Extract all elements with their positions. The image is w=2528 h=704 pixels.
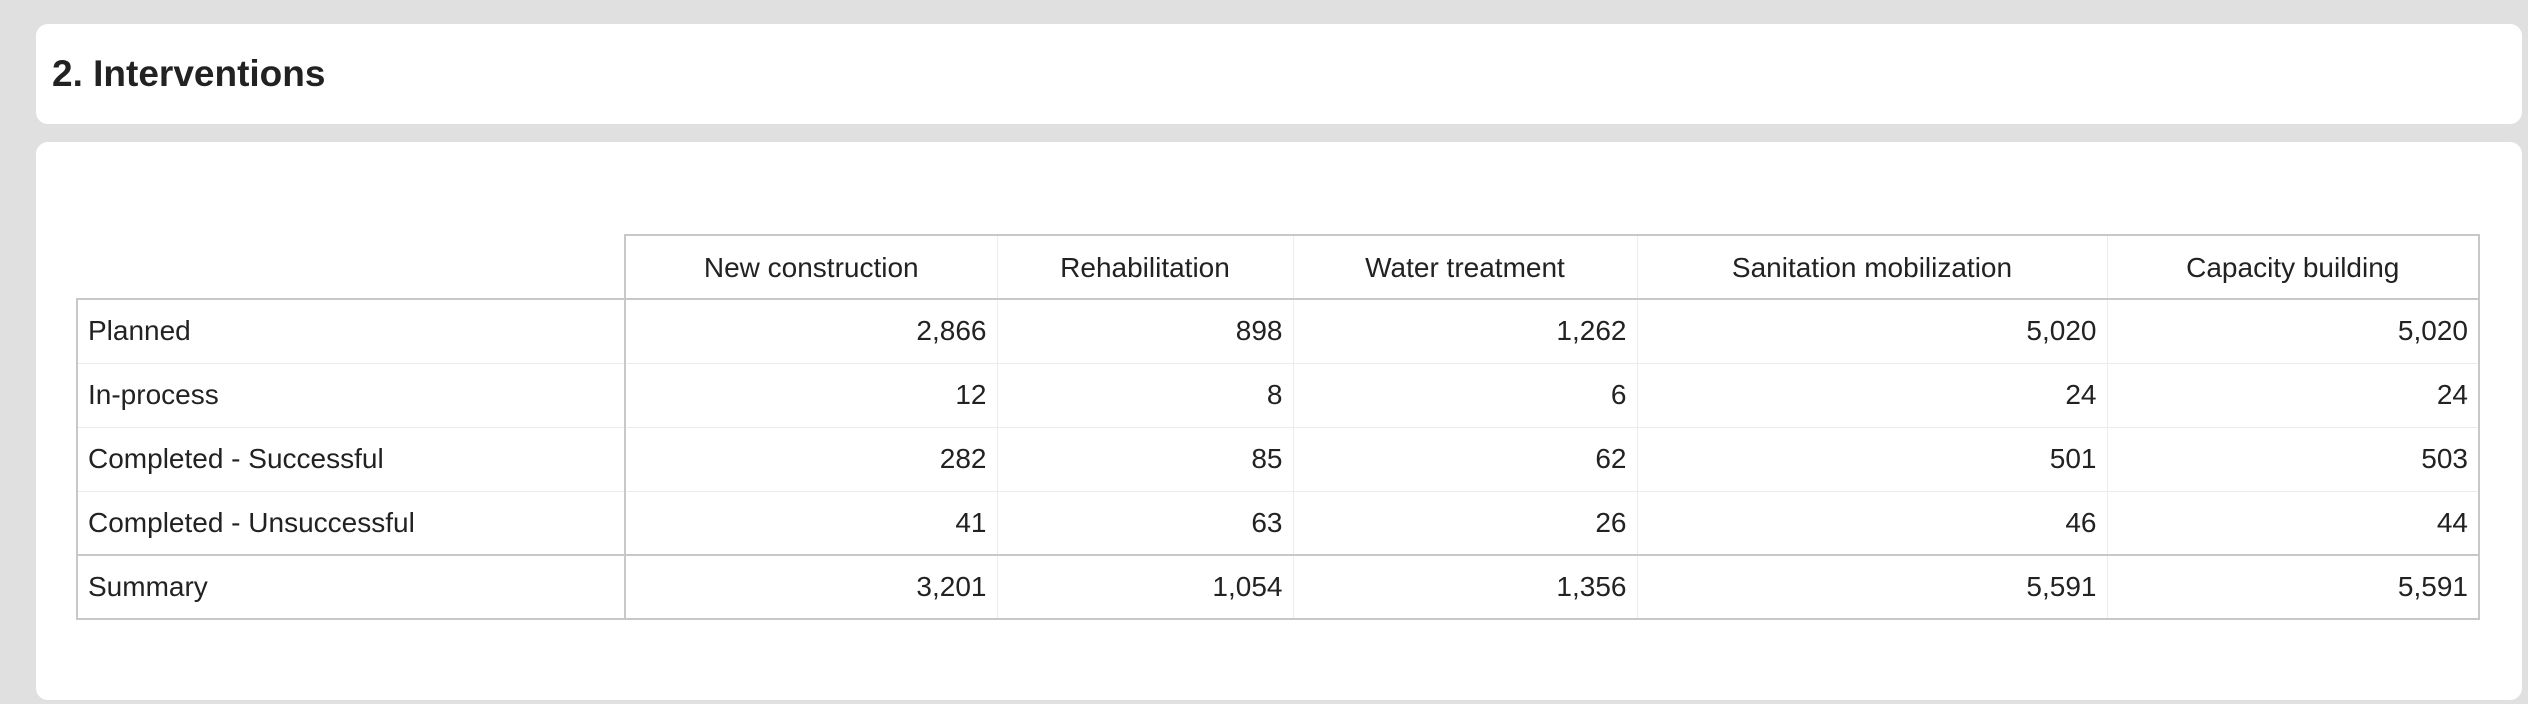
page-title: 2. Interventions xyxy=(52,53,326,94)
table-row-summary: Summary 3,201 1,054 1,356 5,591 5,591 xyxy=(76,554,2480,620)
row-label: Completed - Unsuccessful xyxy=(76,490,626,556)
table-cell: 24 xyxy=(2106,362,2480,428)
table-row-in-process: In-process 12 8 6 24 24 xyxy=(76,362,2480,428)
table-cell: 503 xyxy=(2106,426,2480,492)
table-row-completed-unsuccessful: Completed - Unsuccessful 41 63 26 46 44 xyxy=(76,490,2480,556)
table-cell: 5,020 xyxy=(1636,298,2108,364)
table-corner-cell xyxy=(77,235,625,299)
table-cell: 282 xyxy=(624,426,998,492)
table-cell: 8 xyxy=(996,362,1294,428)
table-cell: 12 xyxy=(624,362,998,428)
section-header-card: 2. Interventions xyxy=(36,24,2522,124)
table-cell: 44 xyxy=(2106,490,2480,556)
table-cell: 1,262 xyxy=(1292,298,1638,364)
summary-cell: 1,054 xyxy=(996,554,1294,620)
table-cell: 2,866 xyxy=(624,298,998,364)
table-row-completed-successful: Completed - Successful 282 85 62 501 503 xyxy=(76,426,2480,492)
column-header-new-construction: New construction xyxy=(624,234,998,300)
summary-cell: 3,201 xyxy=(624,554,998,620)
table-header-row: New construction Rehabilitation Water tr… xyxy=(77,234,2480,300)
table-cell: 26 xyxy=(1292,490,1638,556)
column-header-water-treatment: Water treatment xyxy=(1292,234,1638,300)
table-card: New construction Rehabilitation Water tr… xyxy=(36,142,2522,700)
table-cell: 24 xyxy=(1636,362,2108,428)
summary-cell: 5,591 xyxy=(2106,554,2480,620)
table-cell: 501 xyxy=(1636,426,2108,492)
table-row-planned: Planned 2,866 898 1,262 5,020 5,020 xyxy=(76,298,2480,364)
table-cell: 5,020 xyxy=(2106,298,2480,364)
summary-label: Summary xyxy=(76,554,626,620)
table-cell: 63 xyxy=(996,490,1294,556)
table-cell: 85 xyxy=(996,426,1294,492)
row-label: Planned xyxy=(76,298,626,364)
table-cell: 41 xyxy=(624,490,998,556)
row-label: Completed - Successful xyxy=(76,426,626,492)
table-cell: 46 xyxy=(1636,490,2108,556)
interventions-table: New construction Rehabilitation Water tr… xyxy=(76,234,2480,620)
summary-cell: 1,356 xyxy=(1292,554,1638,620)
column-header-rehabilitation: Rehabilitation xyxy=(996,234,1294,300)
table-cell: 62 xyxy=(1292,426,1638,492)
column-header-capacity-building: Capacity building xyxy=(2106,234,2480,300)
table-cell: 6 xyxy=(1292,362,1638,428)
summary-cell: 5,591 xyxy=(1636,554,2108,620)
table-cell: 898 xyxy=(996,298,1294,364)
column-header-sanitation-mobilization: Sanitation mobilization xyxy=(1636,234,2108,300)
row-label: In-process xyxy=(76,362,626,428)
